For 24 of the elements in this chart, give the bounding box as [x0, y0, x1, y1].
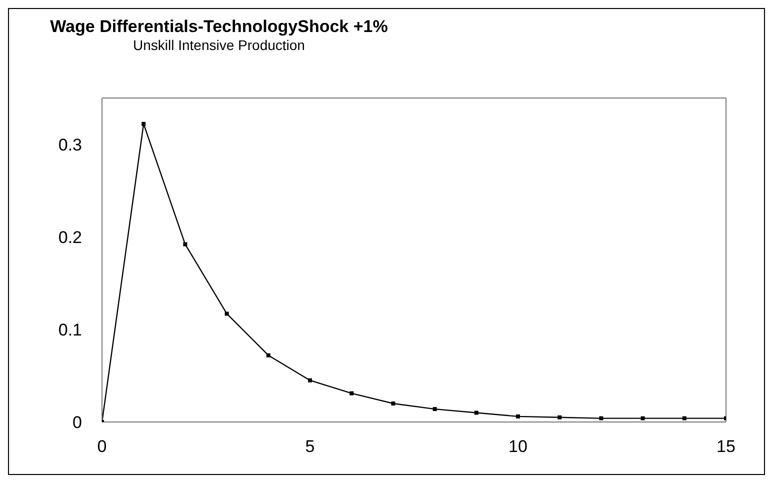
x-tick-label: 5 [305, 437, 315, 456]
x-tick-label: 15 [716, 437, 736, 456]
point [682, 416, 686, 420]
point [640, 416, 645, 420]
chart-subtitle: Unskill Intensive Production [132, 37, 306, 53]
chart-title: Wage Differentials-TechnologyShock +1% [49, 17, 389, 37]
point [350, 391, 354, 396]
point [474, 410, 478, 415]
point [266, 353, 270, 358]
y-tick-label: 0.3 [58, 135, 82, 154]
point [391, 401, 396, 406]
y-tick-label: 0.2 [58, 228, 82, 247]
point [224, 312, 229, 316]
point [142, 122, 146, 126]
point [432, 407, 437, 412]
x-tick-label: 10 [508, 437, 528, 456]
point [308, 378, 312, 382]
x-tick-label: 0 [97, 437, 107, 456]
point [558, 415, 562, 420]
point [599, 416, 604, 420]
y-tick-label: 0.1 [58, 320, 82, 340]
point [183, 242, 188, 246]
y-tick-label: 0 [72, 413, 82, 432]
point [516, 414, 520, 418]
